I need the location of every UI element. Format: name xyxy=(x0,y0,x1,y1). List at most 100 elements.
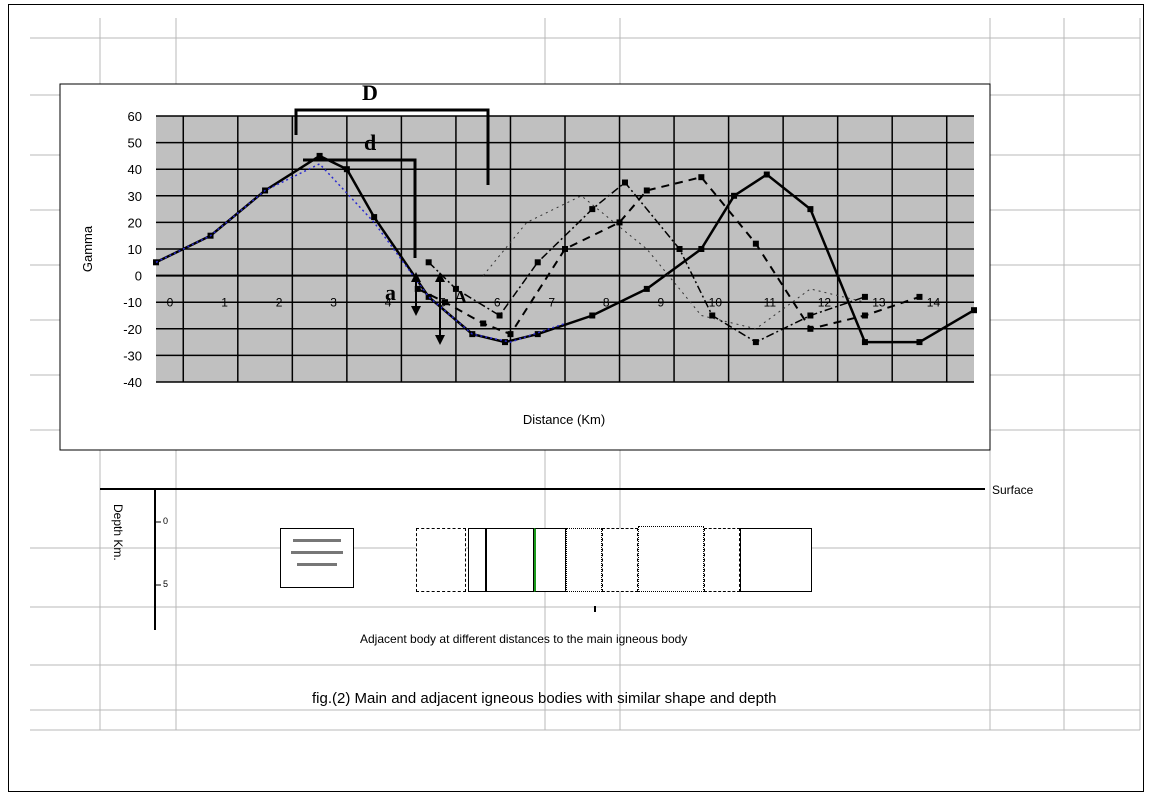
series-line-thin xyxy=(482,195,866,330)
adjacent-body-9 xyxy=(740,528,812,592)
adjacent-body-8 xyxy=(704,528,740,592)
data-point xyxy=(763,171,770,178)
x-axis-label: Distance (Km) xyxy=(523,412,605,427)
y-tick-label: 30 xyxy=(128,189,142,204)
series-layer xyxy=(153,152,977,346)
data-point xyxy=(861,339,868,346)
data-point xyxy=(643,285,650,292)
surface-label: Surface xyxy=(992,483,1034,497)
grid-lines xyxy=(156,115,974,383)
data-point xyxy=(621,179,628,186)
adjacent-body-4 xyxy=(534,528,566,592)
bracket-d xyxy=(303,158,417,258)
data-point xyxy=(807,325,814,332)
data-point xyxy=(562,246,568,252)
data-point xyxy=(589,206,596,213)
adjacent-body-3 xyxy=(486,528,534,592)
series-line-dashed xyxy=(417,176,920,336)
adjacent-body-caption: Adjacent body at different distances to … xyxy=(360,632,688,646)
x-tick-label: 1 xyxy=(221,296,228,310)
data-point xyxy=(807,312,814,319)
y-tick-label: 0 xyxy=(135,269,142,284)
main-igneous-body xyxy=(280,528,354,588)
arrowhead-A-down xyxy=(435,335,445,345)
adjacent-body-7 xyxy=(638,526,704,592)
x-tick-label: 2 xyxy=(276,296,283,310)
annotation-A: A xyxy=(454,287,467,307)
y-tick-label: 20 xyxy=(128,215,142,230)
data-point xyxy=(589,312,596,319)
data-point xyxy=(507,331,514,338)
data-point xyxy=(371,214,378,221)
annotation-D: D xyxy=(362,80,378,105)
data-point xyxy=(442,299,449,306)
depth-axis-label: Depth Km. xyxy=(111,504,125,561)
data-point xyxy=(616,219,623,226)
y-axis-label: Gamma xyxy=(80,225,95,272)
arrowhead-A-up xyxy=(435,272,445,282)
data-point xyxy=(452,285,459,292)
x-tick-label: 14 xyxy=(927,296,941,310)
x-tick-label: 8 xyxy=(603,296,610,310)
page-frame xyxy=(8,4,1144,792)
x-tick-label: 9 xyxy=(657,296,664,310)
x-tick-label: 12 xyxy=(818,296,832,310)
y-tick-label: -40 xyxy=(123,375,142,390)
data-point xyxy=(731,192,738,199)
depth-tick-label-0: 0 xyxy=(163,516,169,526)
data-point xyxy=(916,293,923,300)
depth-tick-label-5: 5 xyxy=(163,579,169,589)
data-point xyxy=(807,206,814,213)
arrowhead-a-up xyxy=(411,272,421,282)
bracket-D xyxy=(294,108,490,185)
data-point xyxy=(698,246,705,252)
data-point xyxy=(676,246,683,252)
y-tick-label: 60 xyxy=(128,109,142,124)
x-tick-label: 3 xyxy=(330,296,337,310)
data-point xyxy=(861,293,868,300)
annotation-a: a xyxy=(385,280,396,305)
adjacent-body-2 xyxy=(468,528,486,592)
x-tick-label: 10 xyxy=(709,296,723,310)
x-tick-label: 13 xyxy=(872,296,886,310)
x-tick-label: 5 xyxy=(439,296,446,310)
x-tick-label: 6 xyxy=(494,296,501,310)
x-tick-label: 4 xyxy=(385,296,392,310)
adjacent-body-5 xyxy=(566,528,602,592)
x-tick-label: 7 xyxy=(548,296,555,310)
data-point xyxy=(425,259,432,266)
adjacent-body-1 xyxy=(416,528,466,592)
annotation-d: d xyxy=(364,130,376,155)
data-point xyxy=(861,312,868,319)
x-tick-label: 11 xyxy=(764,296,777,310)
data-point xyxy=(752,240,759,247)
data-point xyxy=(534,331,541,338)
data-point xyxy=(971,307,977,314)
data-point xyxy=(425,293,432,300)
data-point xyxy=(752,339,759,346)
data-point xyxy=(916,339,923,346)
data-point xyxy=(709,312,716,319)
adjacent-body-6 xyxy=(602,528,638,592)
data-point xyxy=(698,174,705,181)
arrowhead-a-down xyxy=(411,306,421,316)
data-point xyxy=(480,320,487,327)
figure-caption: fig.(2) Main and adjacent igneous bodies… xyxy=(312,690,777,707)
x-tick-label: 0 xyxy=(167,296,174,310)
data-point xyxy=(496,312,503,319)
data-point xyxy=(414,285,421,292)
y-tick-label: -10 xyxy=(123,295,142,310)
y-tick-label: -20 xyxy=(123,322,142,337)
data-point xyxy=(343,166,350,173)
y-tick-label: 10 xyxy=(128,242,142,257)
data-point xyxy=(316,152,323,159)
data-point xyxy=(534,259,541,266)
y-tick-label: 50 xyxy=(128,136,142,151)
y-tick-label: 40 xyxy=(128,162,142,177)
y-tick-label: -30 xyxy=(123,348,142,363)
data-point xyxy=(643,187,650,194)
data-point xyxy=(502,339,509,346)
